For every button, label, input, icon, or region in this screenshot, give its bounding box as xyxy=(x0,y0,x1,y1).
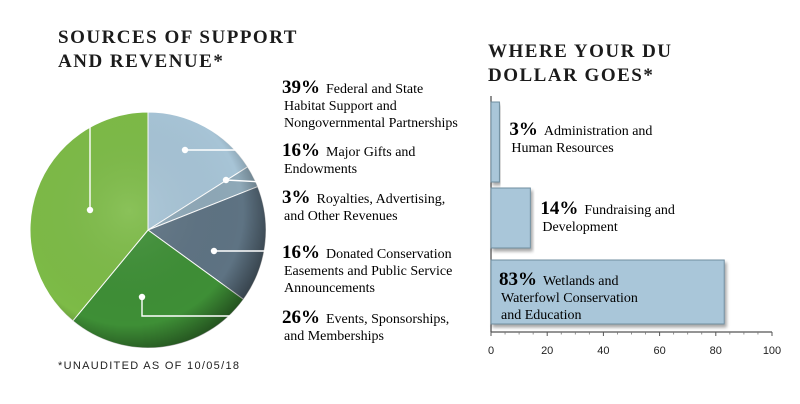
pie-slice-label: 16% Donated Conservation Easements and Pub… xyxy=(282,242,452,296)
pie-chart xyxy=(29,111,267,349)
bar-label: 14% Fundraising and Development xyxy=(540,198,675,235)
pie-shading xyxy=(30,112,266,348)
pie-slice-label-percent: 39% xyxy=(282,77,320,98)
pie-slice-label-line: Federal and State xyxy=(326,82,423,97)
pie-slice-label-line: Royalties, Advertising, xyxy=(317,192,446,207)
pie-slice-label: 26% Events, Sponsorships, and Memberships xyxy=(282,307,449,344)
bar-label-line: Waterfowl Conservation xyxy=(501,291,638,306)
bar-label-line: Wetlands and xyxy=(543,274,618,289)
pie-labels: 39% Federal and State Habitat Support and N… xyxy=(86,77,458,344)
pie-leader-dot xyxy=(210,247,218,255)
pie-slice-label-percent: 16% xyxy=(282,140,320,161)
bar-title-line-2: DOLLAR GOES* xyxy=(488,65,655,86)
pie-chart-title: SOURCES OF SUPPORT AND REVENUE* xyxy=(58,26,328,74)
bar-label-line: Development xyxy=(542,220,618,235)
x-tick-label: 100 xyxy=(763,345,781,357)
pie-slice-label: 3% Royalties, Advertising, and Other Reven… xyxy=(282,187,445,224)
bar-label-line: and Education xyxy=(501,308,581,323)
bar-label-percent: 83% xyxy=(499,269,537,290)
bar-label-line: Fundraising and xyxy=(584,203,675,218)
x-tick-label: 40 xyxy=(597,345,609,357)
bar xyxy=(490,187,531,249)
footnote: *UNAUDITED AS OF 10/05/18 xyxy=(58,360,241,372)
pie-slice-label-percent: 3% xyxy=(282,187,311,208)
bar-label-line: Human Resources xyxy=(511,141,613,156)
pie-slice-label: 39% Federal and State Habitat Support and N… xyxy=(282,77,458,131)
bar-chart-title: WHERE YOUR DU DOLLAR GOES* xyxy=(488,40,728,88)
bar-label: 83% Wetlands and Waterfowl Conservation and… xyxy=(499,269,638,323)
pie-slice-label-line: Easements and Public Service xyxy=(284,264,452,279)
x-tick-label: 80 xyxy=(710,345,722,357)
pie-slice-label-percent: 26% xyxy=(282,307,320,328)
pie-slice-label-line: and Other Revenues xyxy=(284,209,398,224)
x-tick-label: 60 xyxy=(653,345,665,357)
pie-title-line-1: SOURCES OF SUPPORT xyxy=(58,27,298,48)
pie-slice-label-line: Events, Sponsorships, xyxy=(326,312,449,327)
pie-leader-dot xyxy=(181,146,189,154)
pie-slice-label-line: Major Gifts and xyxy=(326,145,415,160)
bar-label-percent: 3% xyxy=(509,119,538,140)
bar-chart: 0 20 40 60 80 100 3% Administration and Human Re… xyxy=(488,96,781,357)
pie-slice-label-line: Endowments xyxy=(284,162,357,177)
pie-slice-label-line: Nongovernmental Partnerships xyxy=(284,116,458,131)
x-tick-label: 0 xyxy=(488,345,494,357)
pie-slice-label-percent: 16% xyxy=(282,242,320,263)
bar-label-percent: 14% xyxy=(540,198,578,219)
x-tick-label: 20 xyxy=(541,345,553,357)
pie-slice-label: 16% Major Gifts and Endowments xyxy=(282,140,415,177)
pie-slice-label-line: and Memberships xyxy=(284,329,384,344)
bar-label: 3% Administration and Human Resources xyxy=(509,119,652,156)
bar xyxy=(490,259,725,325)
pie-leader-line xyxy=(141,297,277,317)
bar-label-line: Administration and xyxy=(544,124,653,139)
pie-leader-line xyxy=(89,85,277,210)
pie-title-line-2: AND REVENUE* xyxy=(58,51,225,72)
bar xyxy=(490,101,500,183)
bar-title-line-1: WHERE YOUR DU xyxy=(488,41,673,62)
pie-slice-label-line: Habitat Support and xyxy=(284,99,397,114)
pie-leader-dot xyxy=(138,293,146,301)
pie-leader-dot xyxy=(222,176,230,184)
pie-slice-label-line: Announcements xyxy=(284,281,375,296)
pie-slice-label-line: Donated Conservation xyxy=(326,247,452,262)
pie-leader-dot xyxy=(86,206,94,214)
pie-leader-line xyxy=(225,179,277,197)
